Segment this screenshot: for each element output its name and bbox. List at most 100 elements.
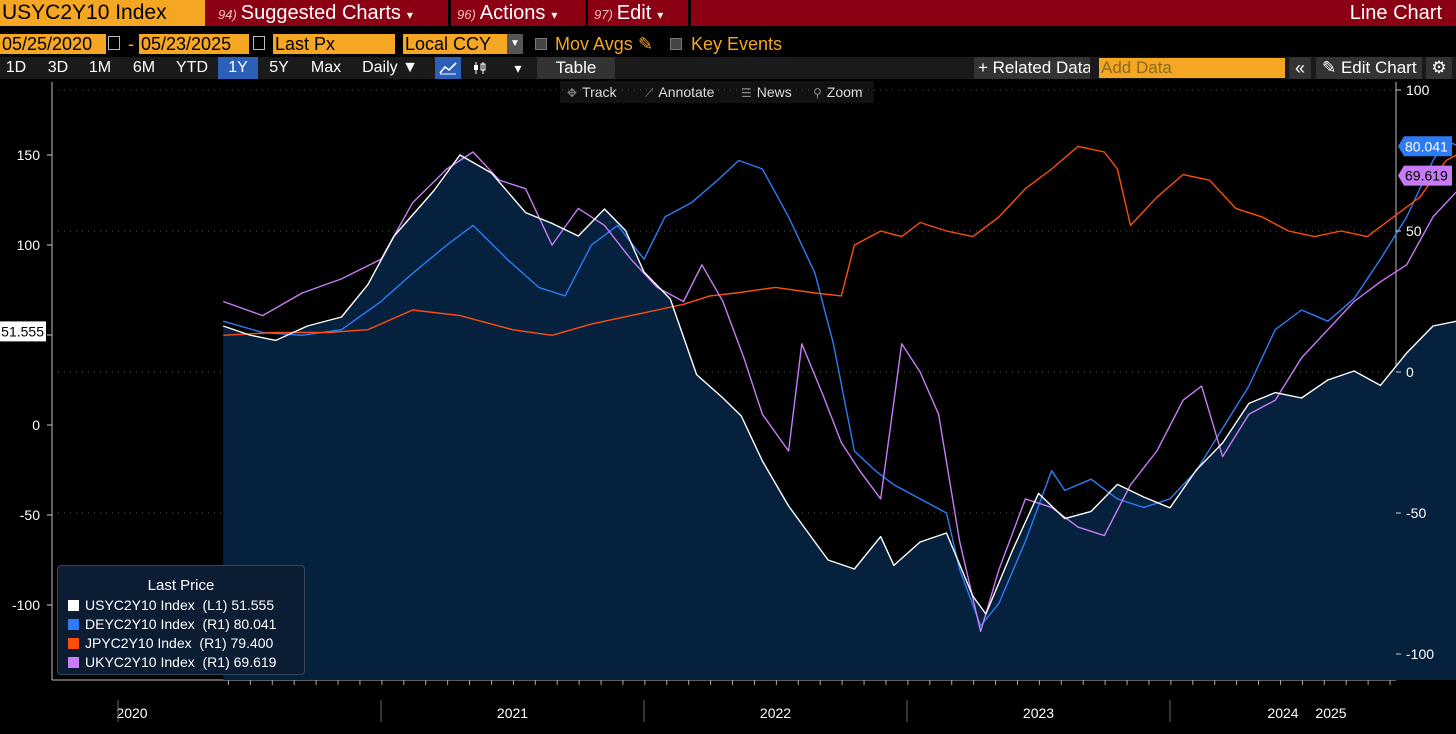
legend-axis: (L1) [194,597,232,613]
chevron-down-icon: ▾ [551,8,558,22]
right-tick-label: 50 [1406,223,1422,239]
x-tick-label: 2023 [1023,705,1054,721]
right-tick-label: -50 [1406,505,1426,521]
chevron-down-icon[interactable]: ▼ [507,34,523,54]
legend[interactable]: Last Price USYC2Y10 Index (L1) 51.555 DE… [57,565,305,675]
field-select[interactable]: Last Px [273,34,395,54]
legend-value: 69.619 [233,654,277,670]
period-1m[interactable]: 1M [88,59,112,76]
divider [585,0,588,26]
x-tick-label: 2025 [1315,705,1346,721]
menu-label: Actions [479,2,546,24]
right-value-tag-bg [1398,165,1452,186]
candlestick-icon[interactable] [467,57,493,79]
series-line-us [222,154,1456,615]
last-value-tags: 51.555 80.041 69.619 [0,136,1452,342]
chevron-down-icon: ▾ [406,8,413,22]
chevron-down-icon: ▾ [657,8,664,22]
news-tool[interactable]: ☰ News [741,81,792,103]
legend-series-name: UKYC2Y10 Index [85,654,195,670]
legend-item-us[interactable]: USYC2Y10 Index (L1) 51.555 [68,596,274,614]
legend-axis: (R1) [194,616,234,632]
legend-axis: (R1) [194,654,234,670]
legend-swatch [68,638,79,649]
menu-number: 96) [457,7,476,22]
us-area-fill [223,155,1456,680]
title-bar [0,0,1456,26]
magnifier-icon: ⚲ [813,86,822,100]
legend-title: Last Price [147,577,215,594]
date-separator: - [128,34,134,54]
right-value-tag: 69.619 [1405,168,1448,184]
right-tick-label: -100 [1406,646,1434,662]
zoom-tool[interactable]: ⚲ Zoom [813,81,863,103]
annotate-label: Annotate [658,84,715,100]
zoom-label: Zoom [826,84,863,100]
legend-axis: (R1) [191,635,231,651]
table-button[interactable]: Table [537,57,615,79]
left-value-tag-bg [0,321,46,342]
toolbar [0,57,1456,79]
mov-avgs-checkbox[interactable] [535,38,547,50]
chart-type-label: Line Chart [1349,2,1442,24]
left-value-tag: 51.555 [1,323,44,339]
left-tick-label: -50 [20,507,40,523]
period-3d[interactable]: 3D [47,59,69,76]
calendar-icon[interactable] [108,36,120,50]
track-label: Track [582,84,617,100]
legend-item-de[interactable]: DEYC2Y10 Index (R1) 80.041 [68,615,276,633]
related-data-button[interactable]: + Related Data [974,57,1090,79]
edit-chart-button[interactable]: ✎ Edit Chart [1316,57,1422,79]
currency-select[interactable]: Local CCY [403,34,507,54]
series-line-uk [222,151,1456,633]
x-tick-label: 2021 [497,705,528,721]
period-6m[interactable]: 6M [132,59,156,76]
end-date-field[interactable]: 05/23/2025 [139,34,249,54]
period-5y[interactable]: 5Y [269,59,289,76]
divider [688,0,691,26]
start-date-field[interactable]: 05/25/2020 [0,34,106,54]
key-events-checkbox[interactable] [670,38,682,50]
frequency-select[interactable]: Daily ▼ [362,59,418,76]
add-data-input[interactable] [1099,58,1285,78]
menu-label: Edit [616,2,652,24]
mov-avgs-label: Mov Avgs [555,34,633,54]
period-1y[interactable]: 1Y [218,57,258,79]
left-tick-label: 0 [32,417,40,433]
track-tool[interactable]: ✥ Track [567,81,617,103]
annotate-icon: ⟋ [645,86,654,100]
legend-series-name: JPYC2Y10 Index [85,635,192,651]
x-tick-label: 2022 [760,705,791,721]
pencil-icon[interactable]: ✎ [638,34,654,54]
menu-number: 94) [218,7,237,22]
chevron-down-icon[interactable]: ▾ [514,60,522,76]
crosshair-icon: ✥ [567,86,578,100]
period-ytd[interactable]: YTD [176,59,208,76]
ticker-field[interactable]: USYC2Y10 Index [0,0,205,26]
period-max[interactable]: Max [310,59,342,76]
legend-value: 80.041 [233,616,277,632]
gear-icon[interactable]: ⚙ [1426,57,1452,79]
legend-series-name: DEYC2Y10 Index [85,616,195,632]
line-chart-icon[interactable] [435,57,461,79]
calendar-icon[interactable] [253,36,265,50]
legend-value: 79.400 [230,635,274,651]
period-1d[interactable]: 1D [5,59,27,76]
legend-series-name: USYC2Y10 Index [85,597,195,613]
left-tick-label: -100 [12,597,40,613]
edit-menu[interactable]: 97) Edit ▾ [594,0,663,26]
suggested-charts-menu[interactable]: 94) Suggested Charts ▾ [218,0,413,26]
right-tick-label: 0 [1406,364,1414,380]
right-tick-label: 100 [1406,82,1430,98]
menu-label: Suggested Charts [240,2,401,24]
annotate-tool[interactable]: ⟋ Annotate [645,81,714,103]
legend-item-uk[interactable]: UKYC2Y10 Index (R1) 69.619 [68,653,276,671]
actions-menu[interactable]: 96) Actions ▾ [457,0,557,26]
x-tick-label: 2020 [116,705,147,721]
legend-item-jp[interactable]: JPYC2Y10 Index (R1) 79.400 [68,634,273,652]
legend-swatch [68,619,79,630]
collapse-icon[interactable]: « [1289,57,1311,79]
series-line-de [223,140,1456,627]
legend-swatch [68,657,79,668]
